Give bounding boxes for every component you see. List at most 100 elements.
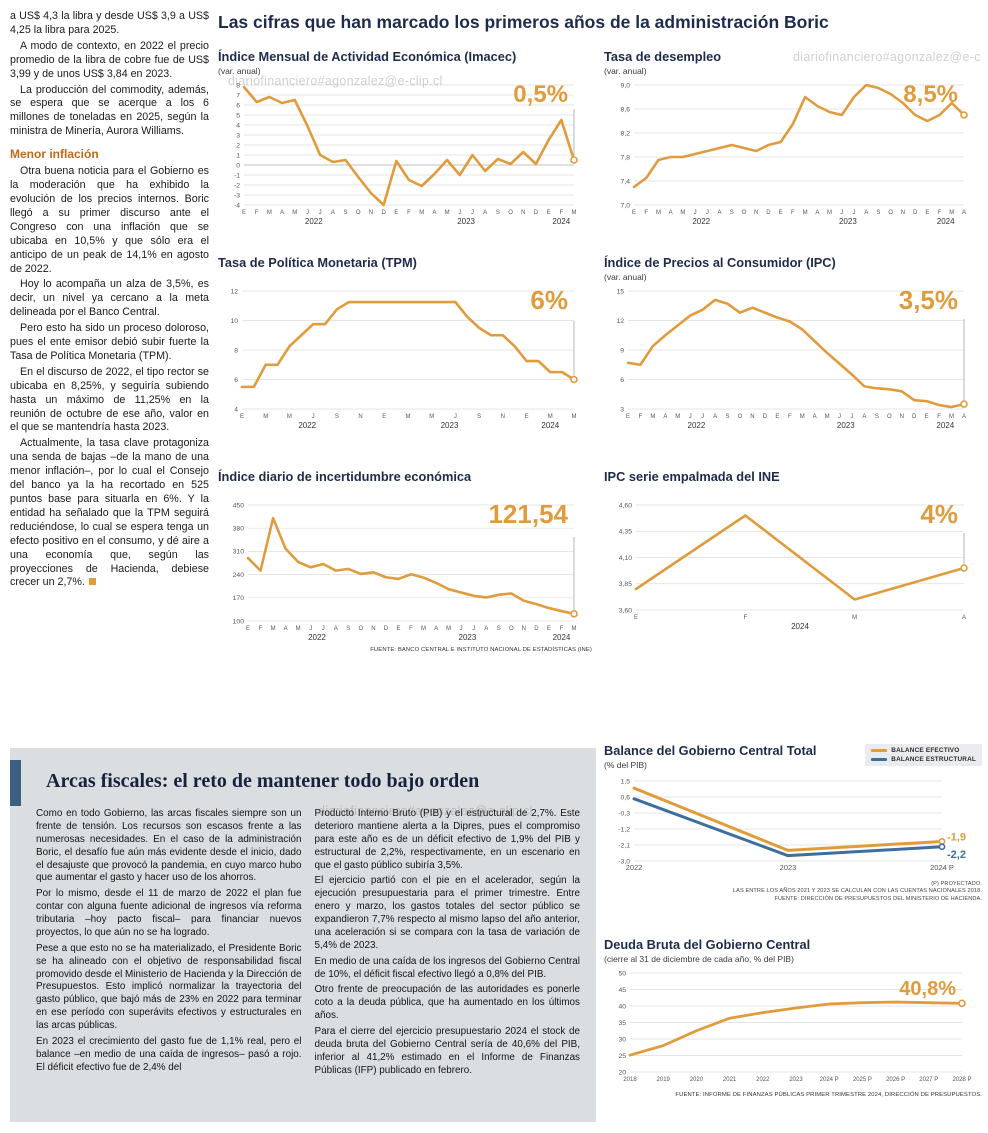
svg-text:2023: 2023 [839, 217, 857, 226]
svg-text:40: 40 [618, 1003, 626, 1010]
svg-text:E: E [632, 210, 636, 216]
paragraph: El ejercicio partió con el pie en el ace… [314, 875, 581, 951]
svg-text:D: D [534, 626, 539, 632]
svg-text:M: M [949, 210, 954, 216]
svg-text:E: E [775, 414, 779, 420]
chart-subtitle: (var. anual) [218, 65, 261, 76]
title-accent-bar [10, 760, 21, 806]
svg-text:A: A [815, 210, 819, 216]
chart-title: Balance del Gobierno Central Total [604, 743, 817, 758]
chart-title: IPC serie empalmada del INE [604, 469, 780, 484]
svg-text:M: M [287, 414, 292, 420]
svg-text:2025 P: 2025 P [853, 1077, 872, 1083]
svg-text:2024: 2024 [553, 633, 571, 642]
svg-text:-2: -2 [234, 182, 240, 189]
svg-text:M: M [292, 210, 297, 216]
source-note-top-charts: FUENTE: BANCO CENTRAL E INSTITUTO NACION… [370, 646, 592, 653]
svg-text:F: F [788, 414, 792, 420]
svg-text:O: O [887, 414, 892, 420]
svg-text:A: A [434, 626, 438, 632]
svg-text:A: A [718, 210, 722, 216]
svg-text:A: A [331, 210, 335, 216]
legend-label: BALANCE ESTRUCTURAL [891, 756, 976, 763]
ipc-ine-svg: 4,60 4,35 4,10 3,85 3,60E F M A 2024 4% [619, 499, 968, 631]
svg-text:8,2: 8,2 [621, 130, 631, 137]
paragraph: Para el cierre del ejercicio presupuesta… [314, 1026, 581, 1076]
svg-text:M: M [827, 210, 832, 216]
legend-entry-efectivo: BALANCE EFECTIVO [871, 747, 976, 754]
svg-text:2022: 2022 [688, 421, 706, 430]
svg-text:D: D [384, 626, 389, 632]
svg-text:F: F [791, 210, 795, 216]
svg-text:2023: 2023 [441, 421, 459, 430]
svg-text:M: M [852, 615, 857, 621]
svg-text:M: M [825, 414, 830, 420]
svg-text:J: J [312, 414, 315, 420]
chart-title: Tasa de desempleo [604, 49, 722, 64]
svg-text:2023: 2023 [457, 217, 475, 226]
svg-text:F: F [639, 414, 643, 420]
svg-text:40,8%: 40,8% [899, 978, 956, 1000]
svg-text:M: M [572, 626, 577, 632]
svg-text:F: F [407, 210, 411, 216]
fiscal-section: Arcas fiscales: el reto de mantener todo… [10, 748, 596, 1122]
svg-text:25: 25 [618, 1053, 626, 1060]
chart-subtitle: (cierre al 31 de diciembre de cada año, … [604, 953, 794, 964]
svg-text:S: S [344, 210, 348, 216]
svg-text:3,85: 3,85 [619, 581, 632, 588]
svg-text:E: E [396, 626, 400, 632]
svg-text:F: F [559, 210, 563, 216]
svg-text:2023: 2023 [459, 633, 477, 642]
chart-block-deuda: Deuda Bruta del Gobierno Central (cierre… [604, 937, 982, 1098]
paragraph: Otra buena noticia para el Gobierno es l… [10, 165, 209, 275]
svg-text:J: J [458, 210, 461, 216]
article-block-copper: a US$ 4,3 la libra y desde US$ 3,9 a US$… [10, 10, 209, 139]
imacec-chart: 8 7 6 5 4 3 2 1 0 -1 -2 -3 -4 E F M A M J J A S O N D E F M A M J J A S O N… [218, 77, 592, 229]
chart-block-incertidumbre: Índice diario de incertidumbre económica… [218, 469, 592, 653]
ipc-chart: 15 12 9 6 3 E F M A M J J A S O N D E F M A M J J A S O N D E F M A 2022 2… [604, 283, 982, 433]
svg-text:E: E [246, 626, 250, 632]
svg-text:4,35: 4,35 [619, 528, 632, 535]
svg-text:M: M [548, 414, 553, 420]
svg-text:100: 100 [233, 618, 245, 625]
svg-text:10: 10 [230, 318, 238, 325]
svg-text:5: 5 [236, 112, 240, 119]
svg-text:2026 P: 2026 P [886, 1077, 905, 1083]
svg-text:2023: 2023 [780, 863, 797, 872]
svg-text:A: A [962, 615, 966, 621]
svg-text:A: A [669, 210, 673, 216]
chart-subtitle [604, 486, 982, 497]
svg-text:7,0: 7,0 [621, 202, 631, 209]
svg-text:J: J [701, 414, 704, 420]
legend-swatch-estructural [871, 758, 888, 761]
svg-text:9: 9 [620, 347, 624, 354]
deuda-chart: 50 45 40 35 30 25 20 2018 2019 2020 2021 2022 2023 20… [604, 965, 982, 1090]
svg-text:D: D [381, 210, 386, 216]
svg-text:A: A [284, 626, 288, 632]
svg-text:9,0: 9,0 [621, 82, 631, 89]
svg-text:2024: 2024 [552, 217, 570, 226]
svg-text:M: M [421, 626, 426, 632]
svg-text:D: D [763, 414, 768, 420]
svg-text:-2,2: -2,2 [947, 848, 966, 860]
svg-text:2022: 2022 [305, 217, 323, 226]
svg-text:4,10: 4,10 [619, 555, 632, 562]
svg-text:M: M [680, 210, 685, 216]
svg-text:M: M [271, 626, 276, 632]
chart-title: Deuda Bruta del Gobierno Central [604, 937, 811, 952]
svg-text:F: F [743, 615, 747, 621]
svg-text:J: J [694, 210, 697, 216]
svg-text:-1,9: -1,9 [947, 831, 966, 843]
svg-text:6%: 6% [530, 285, 568, 315]
svg-text:4%: 4% [920, 499, 958, 529]
svg-text:2022: 2022 [692, 217, 710, 226]
left-article-column: a US$ 4,3 la libra y desde US$ 3,9 a US$… [10, 10, 209, 592]
chart-block-ipc: Índice de Precios al Consumidor (IPC) (v… [604, 255, 982, 433]
svg-text:4: 4 [236, 122, 240, 129]
svg-text:-1: -1 [234, 172, 240, 179]
source-note-deuda: FUENTE: INFORME DE FINANZAS PÚBLICAS PRI… [675, 1091, 982, 1098]
svg-text:O: O [742, 210, 747, 216]
